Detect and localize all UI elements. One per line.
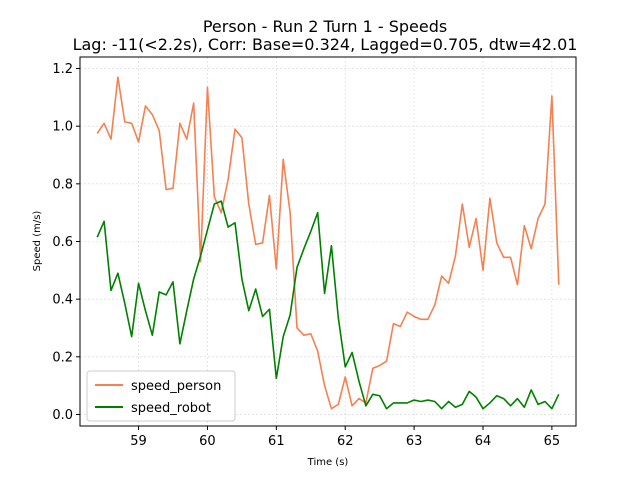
x-tick-label: 64 [475,434,492,449]
legend-box [86,370,236,422]
x-axis-label: Time (s) [307,457,349,468]
ticks: 59 60 61 62 63 64 65 0.0 0.2 0.4 0.6 0.8 1.0 1.2 [52,62,560,449]
legend-label-speed-person: speed_person [131,379,221,394]
x-tick-label: 61 [268,434,285,449]
chart-title: Person - Run 2 Turn 1 - Speeds [203,17,447,36]
y-tick-label: 0.0 [52,408,73,423]
y-tick-label: 0.2 [52,350,73,365]
x-tick-label: 63 [406,434,423,449]
y-axis-label: Speed (m/s) [32,211,43,272]
chart-subtitle: Lag: -11(<2.2s), Corr: Base=0.324, Lagge… [73,35,578,54]
series-layer [96,76,560,410]
y-tick-label: 0.6 [52,235,73,250]
legend: speed_person speed_robot [86,370,236,422]
grid [80,57,576,426]
y-tick-label: 1.0 [52,120,73,135]
y-tick-label: 1.2 [52,62,73,77]
legend-label-speed-robot: speed_robot [131,401,211,416]
series-line-speed-robot [96,200,560,410]
series-line-speed-person [96,76,560,410]
y-tick-label: 0.4 [52,293,73,308]
x-tick-label: 65 [544,434,561,449]
x-tick-label: 60 [199,434,216,449]
y-tick-label: 0.8 [52,177,73,192]
x-tick-label: 59 [130,434,147,449]
x-tick-label: 62 [337,434,354,449]
